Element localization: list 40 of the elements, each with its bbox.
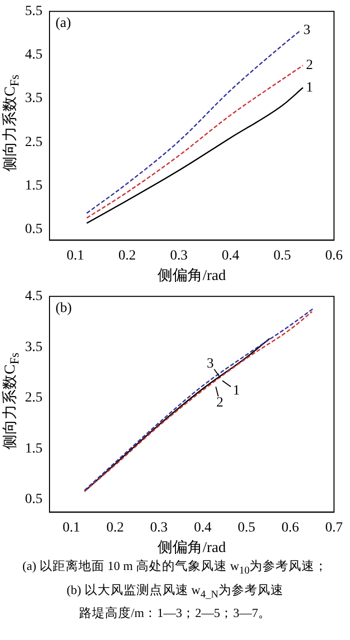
line-series (86, 64, 304, 219)
x-axis-title: 侧偏角/rad (158, 538, 226, 556)
x-tick-label: 0.4 (222, 248, 240, 264)
x-tick-label: 0.6 (325, 248, 343, 264)
annotation: 3 (206, 356, 214, 372)
x-tick-label: 0.1 (66, 248, 84, 264)
text: (b) 以大风监测点风速 w$_{4_N}$为参考风速 (66, 582, 284, 602)
x-tick-label: 0.6 (281, 520, 299, 536)
chart-title: (a) (56, 16, 72, 32)
line-series (86, 30, 302, 214)
series-label: 1 (306, 80, 313, 96)
y-tick-label: 4.5 (25, 48, 42, 63)
y-tick-label: 3.5 (25, 340, 42, 355)
series-label: 2 (306, 58, 313, 74)
x-tick-label: 0.5 (238, 520, 256, 536)
x-tick-label: 0.2 (106, 520, 124, 536)
annotation: 2 (216, 395, 224, 410)
y-tick-label: 0.5 (25, 492, 42, 508)
annotation: 1 (232, 383, 240, 398)
x-tick-label: 0.1 (62, 520, 80, 536)
y-tick-label: 0.5 (25, 222, 42, 237)
x-axis-title: 侧偏角/rad (158, 266, 226, 284)
x-tick-label: 0.5 (274, 248, 292, 264)
x-tick-label: 0.3 (150, 520, 168, 536)
x-tick-label: 0.7 (325, 520, 343, 536)
chart-title: (b) (56, 301, 72, 316)
x-tick-label: 0.4 (194, 520, 212, 536)
y-tick-label: 5.5 (25, 4, 42, 20)
y-tick-label: 1.5 (25, 441, 42, 456)
y-tick-label: 1.5 (25, 178, 42, 194)
line-series (86, 87, 304, 224)
y-tick-label: 2.5 (25, 390, 42, 406)
text: 路堤高度/m：1—3；2—5；3—7。 (78, 605, 272, 622)
x-tick-label: 0.2 (118, 248, 136, 264)
y-tick-label: 2.5 (25, 134, 42, 150)
text: (a) 以距离地面 10 m 高处的气象风速 w$_{10}$为参考风速； (21, 558, 329, 578)
series-label: 3 (303, 23, 310, 38)
x-tick-label: 0.3 (170, 248, 188, 264)
y-tick-label: 4.5 (25, 289, 42, 304)
y-tick-label: 3.5 (25, 91, 42, 106)
